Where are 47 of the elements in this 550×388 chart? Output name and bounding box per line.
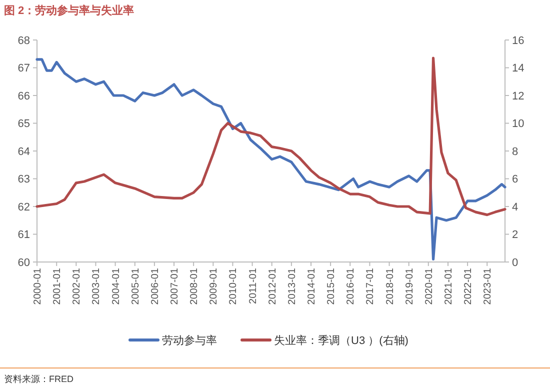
y2-tick-label: 8	[512, 146, 518, 158]
y2-tick-label: 14	[512, 62, 524, 75]
legend-label: 失业率：季调（U3 ）(右轴)	[274, 334, 408, 347]
x-tick-label: 2006-01	[150, 268, 161, 305]
x-tick-label: 2017-01	[365, 268, 376, 305]
x-tick-label: 2007-01	[170, 268, 180, 305]
legend-label: 劳动参与率	[162, 334, 217, 347]
y-tick-label: 61	[18, 229, 30, 242]
y2-tick-label: 4	[512, 201, 518, 214]
y-tick-label: 67	[18, 62, 30, 75]
x-tick-label: 2000-01	[32, 268, 44, 305]
y-tick-label: 62	[18, 201, 30, 214]
x-tick-label: 2014-01	[306, 268, 318, 305]
y-tick-label: 66	[18, 90, 30, 102]
chart-title: 图 2：劳动参与率与失业率	[4, 4, 134, 17]
x-tick-label: 2022-01	[463, 268, 474, 305]
x-tick-label: 2020-01	[424, 268, 435, 305]
y2-tick-label: 12	[512, 90, 524, 102]
x-tick-label: 2023-01	[482, 268, 494, 305]
y-tick-label: 63	[18, 174, 30, 186]
x-tick-label: 2015-01	[326, 268, 338, 305]
x-tick-label: 2011-01	[248, 268, 259, 304]
y2-tick-label: 6	[512, 174, 518, 186]
x-tick-label: 2016-01	[346, 268, 357, 305]
x-tick-label: 2009-01	[208, 268, 220, 305]
x-tick-label: 2021-01	[443, 268, 454, 305]
x-tick-label: 2002-01	[72, 268, 83, 305]
text: 资料来源：FRED	[4, 374, 74, 384]
y2-tick-label: 2	[512, 229, 518, 242]
x-tick-label: 2019-01	[404, 268, 416, 305]
x-tick-label: 2001-01	[52, 268, 64, 305]
y2-tick-label: 10	[512, 118, 524, 130]
x-tick-label: 2010-01	[228, 268, 240, 305]
x-tick-label: 2005-01	[130, 268, 142, 305]
y-tick-label: 65	[18, 118, 30, 130]
y2-tick-label: 16	[512, 34, 524, 47]
x-tick-label: 2004-01	[110, 268, 122, 305]
y-tick-label: 68	[18, 34, 30, 47]
line-series	[36, 56, 506, 216]
y2-tick-label: 0	[512, 256, 518, 269]
x-tick-label: 2008-01	[189, 268, 200, 305]
x-tick-label: 2012-01	[267, 268, 278, 305]
x-tick-label: 2013-01	[286, 268, 298, 305]
y-tick-label: 64	[18, 146, 30, 158]
y-tick-label: 60	[18, 256, 30, 269]
x-tick-label: 2018-01	[384, 268, 396, 305]
x-tick-label: 2003-01	[91, 268, 102, 305]
